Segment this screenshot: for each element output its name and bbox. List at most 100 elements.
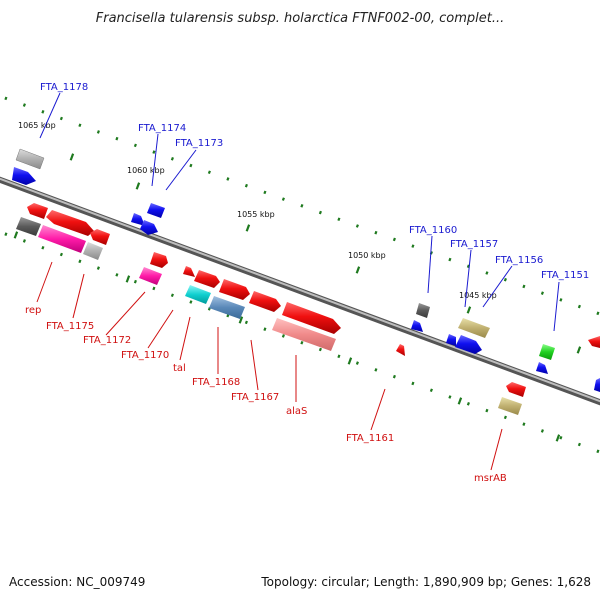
tick-mark xyxy=(263,327,267,331)
tick-mark xyxy=(189,163,193,168)
tick-mark xyxy=(540,429,544,433)
tick-mark xyxy=(22,239,26,243)
tick-labels: 1065 kbp 1060 kbp 1055 kbp 1050 kbp 1045… xyxy=(18,121,497,300)
tick-mark xyxy=(22,103,26,107)
gene-khaki-1157 xyxy=(458,318,490,338)
tick-mark xyxy=(429,388,433,393)
tick-mark xyxy=(135,182,141,190)
tick-mark xyxy=(78,123,82,128)
tick-mark xyxy=(555,434,561,442)
tick-mark xyxy=(4,96,8,101)
label-FTA_1168: FTA_1168 xyxy=(192,377,240,388)
gene-blue-edge xyxy=(594,378,600,392)
tick-mark xyxy=(503,415,507,420)
tick-mark xyxy=(133,143,137,148)
tick-mark xyxy=(207,170,211,175)
gene-khaki-msrAB xyxy=(498,397,522,415)
label-FTA_1178: FTA_1178 xyxy=(40,82,88,93)
tick-mark xyxy=(448,395,452,399)
label-rep: rep xyxy=(25,305,41,316)
summary-text: Topology: circular; Length: 1,890,909 bp… xyxy=(260,575,591,589)
tick-mark xyxy=(485,271,489,275)
forward-genes xyxy=(12,148,600,392)
gene-red-1168 xyxy=(249,291,281,312)
gene-red-1172 xyxy=(150,252,168,268)
forward-labels: FTA_1178 FTA_1174 FTA_1173 FTA_1160 FTA_… xyxy=(40,82,589,281)
tick-mark xyxy=(13,231,19,239)
tick-mark xyxy=(170,157,174,161)
gene-blue-1173a xyxy=(147,203,165,218)
map-title: Francisella tularensis subsp. holarctica… xyxy=(96,11,505,26)
label-tal: tal xyxy=(173,363,186,374)
gene-red-tal-a xyxy=(183,266,195,277)
label-msrAB: msrAB xyxy=(474,473,507,484)
tick-mark xyxy=(457,397,463,405)
tick-mark xyxy=(281,197,285,201)
label-FTA_1175: FTA_1175 xyxy=(46,321,94,332)
reverse-leaders xyxy=(36,261,503,471)
tick-mark xyxy=(318,210,322,215)
tick-mark xyxy=(238,316,244,324)
accession-text: Accession: NC_009749 xyxy=(9,575,145,589)
tick-mark xyxy=(226,177,230,181)
tick-mark xyxy=(133,279,137,284)
tick-mark xyxy=(4,232,8,236)
tick-mark xyxy=(596,449,600,454)
label-FTA_1172: FTA_1172 xyxy=(83,335,131,346)
tick-mark xyxy=(559,435,563,440)
gene-red-1161 xyxy=(396,344,405,356)
tick-mark xyxy=(577,304,581,309)
tick-marks xyxy=(4,96,600,454)
tick-mark xyxy=(576,346,582,354)
gene-green-1151 xyxy=(539,344,555,360)
gene-blue-1174 xyxy=(131,213,145,226)
tick-mark xyxy=(355,266,361,274)
gene-blue-1157b xyxy=(455,335,482,354)
label-alaS: alaS xyxy=(286,406,307,417)
gene-salmon-alaS xyxy=(272,318,336,351)
tick-mark xyxy=(355,361,359,365)
tick-label-1045: 1045 kbp xyxy=(459,291,497,300)
tick-label-1050: 1050 kbp xyxy=(348,251,386,260)
tick-mark xyxy=(244,320,248,325)
gene-blue-a xyxy=(12,167,36,185)
tick-mark xyxy=(244,183,248,188)
tick-mark xyxy=(337,354,341,359)
tick-mark xyxy=(41,110,45,114)
gene-grey-1178 xyxy=(15,148,45,170)
tick-mark xyxy=(337,217,341,222)
tick-mark xyxy=(374,368,378,372)
tick-mark xyxy=(392,374,396,379)
gene-red-rep-c xyxy=(90,229,110,245)
tick-mark xyxy=(96,130,100,134)
tick-label-1055: 1055 kbp xyxy=(237,210,275,219)
gene-red-rep-a xyxy=(27,203,48,219)
gene-dark-1160 xyxy=(416,303,430,318)
gene-red-tal-c xyxy=(219,279,250,300)
tick-mark xyxy=(577,442,581,447)
tick-mark xyxy=(522,284,526,289)
tick-mark xyxy=(374,230,378,235)
tick-mark xyxy=(318,347,322,352)
tick-mark xyxy=(245,224,251,232)
label-FTA_1170: FTA_1170 xyxy=(121,350,169,361)
gene-grey-1175 xyxy=(83,242,103,260)
gene-cyan-tal xyxy=(185,285,211,304)
tick-mark xyxy=(41,245,45,250)
tick-mark xyxy=(522,422,526,426)
tick-label-1060: 1060 kbp xyxy=(127,166,165,175)
label-FTA_1161: FTA_1161 xyxy=(346,433,394,444)
tick-mark xyxy=(355,224,359,228)
gene-red-alaS xyxy=(282,302,341,334)
gene-steel-1168 xyxy=(209,296,245,319)
tick-mark xyxy=(485,408,489,413)
footer: Accession: NC_009749 Topology: circular;… xyxy=(9,575,591,589)
tick-mark xyxy=(152,150,156,154)
reverse-labels: rep FTA_1175 FTA_1172 FTA_1170 tal FTA_1… xyxy=(25,305,507,484)
tick-mark xyxy=(559,298,563,302)
tick-mark xyxy=(466,402,470,406)
gene-pink-1172 xyxy=(139,267,162,285)
tick-mark xyxy=(125,275,131,283)
backbone xyxy=(0,176,600,406)
